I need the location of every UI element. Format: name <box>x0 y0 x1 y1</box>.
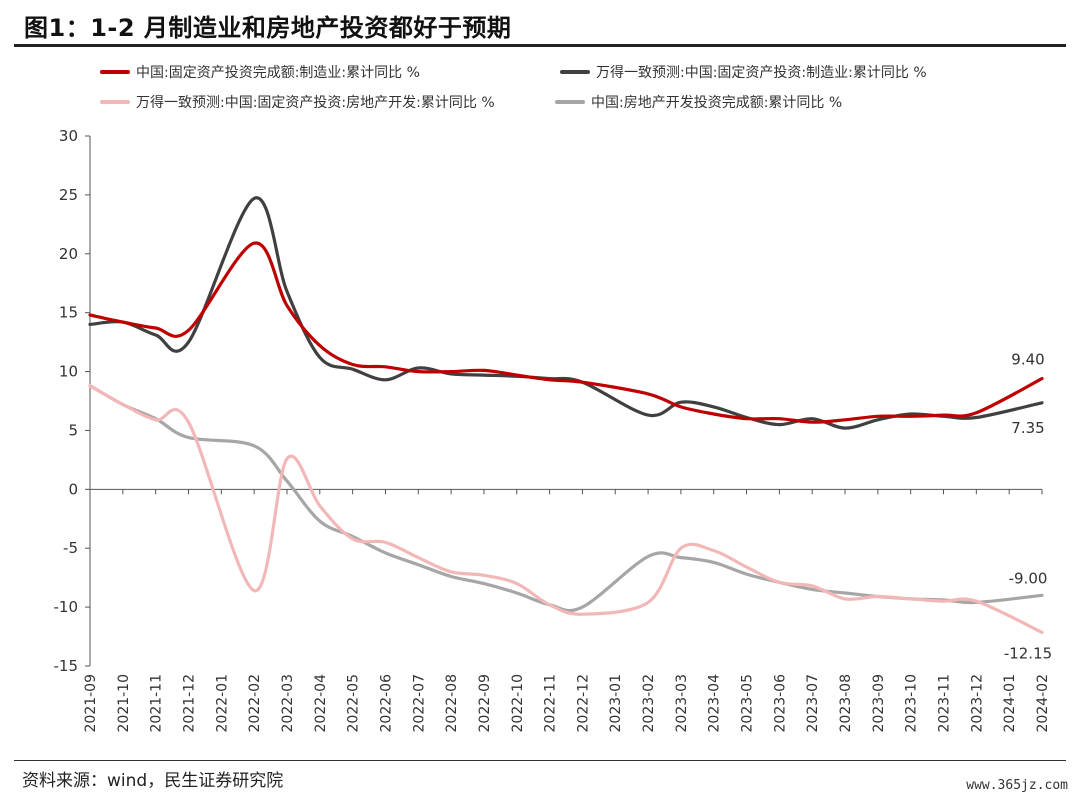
x-tick-label-12: 2022-09 <box>477 674 493 733</box>
x-tick-label-6: 2022-03 <box>280 674 296 733</box>
x-tick-label-21: 2023-06 <box>772 674 788 733</box>
x-tick-label-7: 2022-04 <box>313 674 329 733</box>
legend-label-realestate-forecast: 万得一致预测:中国:固定资产投资:房地产开发:累计同比 % <box>136 95 495 111</box>
x-tick-label-1: 2021-10 <box>116 674 132 733</box>
x-tick-label-29: 2024-02 <box>1035 674 1051 733</box>
legend-entry-manufacturing-actual: 中国:固定资产投资完成额:制造业:累计同比 % <box>100 62 420 82</box>
data-label-3: -12.15 <box>1004 644 1052 662</box>
y-tick-label-7: 20 <box>59 245 78 263</box>
x-tick-label-28: 2024-01 <box>1002 674 1018 733</box>
legend-label-realestate-actual: 中国:房地产开发投资完成额:累计同比 % <box>591 95 843 111</box>
y-tick-label-1: -10 <box>54 598 79 616</box>
x-tick-label-0: 2021-09 <box>83 674 99 733</box>
y-tick-label-0: -15 <box>54 657 79 675</box>
legend-label-manufacturing-actual: 中国:固定资产投资完成额:制造业:累计同比 % <box>136 65 420 81</box>
x-tick-label-5: 2022-02 <box>247 674 263 733</box>
y-tick-label-5: 10 <box>59 363 78 381</box>
x-tick-label-16: 2023-01 <box>608 674 624 733</box>
x-tick-label-13: 2022-10 <box>510 674 526 733</box>
line-chart: -15 -10 -5 0 5 10 15 20 25 30 2021-09 2021-10 2021-1… <box>54 127 1053 733</box>
x-tick-label-24: 2023-09 <box>871 674 887 733</box>
x-tick-label-11: 2022-08 <box>444 674 460 733</box>
series-line-1 <box>88 196 1044 430</box>
legend-swatch-realestate-forecast <box>100 100 130 104</box>
x-tick-label-10: 2022-07 <box>411 674 427 733</box>
source-divider <box>14 760 1066 761</box>
x-tick-label-9: 2022-06 <box>378 674 394 733</box>
series-line-0 <box>88 241 1044 424</box>
legend-entry-realestate-forecast: 万得一致预测:中国:固定资产投资:房地产开发:累计同比 % <box>100 92 495 112</box>
y-tick-label-3: 0 <box>68 480 78 498</box>
series-line-2 <box>88 384 1044 634</box>
x-tick-label-27: 2023-12 <box>969 674 985 733</box>
legend-swatch-manufacturing-actual <box>100 70 130 74</box>
x-tick-label-8: 2022-05 <box>346 674 362 733</box>
x-tick-label-14: 2022-11 <box>543 674 559 733</box>
data-label-1: 7.35 <box>1011 419 1044 437</box>
x-tick-label-22: 2023-07 <box>805 674 821 733</box>
x-tick-label-2: 2021-11 <box>149 674 165 733</box>
x-tick-label-25: 2023-10 <box>904 674 920 733</box>
chart-title: 图1：1-2 月制造业和房地产投资都好于预期 <box>24 14 512 42</box>
x-tick-label-3: 2021-12 <box>181 674 197 733</box>
series-line-3 <box>88 384 1044 613</box>
legend-swatch-manufacturing-forecast <box>560 70 590 74</box>
y-tick-label-9: 30 <box>59 127 78 145</box>
y-tick-label-6: 15 <box>59 304 78 322</box>
x-tick-label-23: 2023-08 <box>838 674 854 733</box>
y-tick-label-8: 25 <box>59 186 78 204</box>
x-tick-label-15: 2022-12 <box>575 674 591 733</box>
x-tick-label-17: 2023-02 <box>641 674 657 733</box>
title-divider <box>14 44 1066 47</box>
x-tick-label-18: 2023-03 <box>674 674 690 733</box>
legend-entry-manufacturing-forecast: 万得一致预测:中国:固定资产投资:制造业:累计同比 % <box>560 62 927 82</box>
legend-label-manufacturing-forecast: 万得一致预测:中国:固定资产投资:制造业:累计同比 % <box>596 65 927 81</box>
x-tick-label-19: 2023-04 <box>707 674 723 733</box>
data-label-2: -9.00 <box>1009 569 1048 587</box>
y-tick-label-2: -5 <box>63 539 78 557</box>
x-tick-label-26: 2023-11 <box>937 674 953 733</box>
data-label-0: 9.40 <box>1011 351 1044 369</box>
legend-entry-realestate-actual: 中国:房地产开发投资完成额:累计同比 % <box>555 92 842 112</box>
y-tick-label-4: 5 <box>68 421 78 439</box>
x-tick-label-20: 2023-05 <box>740 674 756 733</box>
watermark: www.365jz.com <box>966 778 1068 793</box>
source-note: 资料来源：wind，民生证券研究院 <box>22 771 284 791</box>
legend-swatch-realestate-actual <box>555 100 585 104</box>
x-tick-label-4: 2022-01 <box>214 674 230 733</box>
